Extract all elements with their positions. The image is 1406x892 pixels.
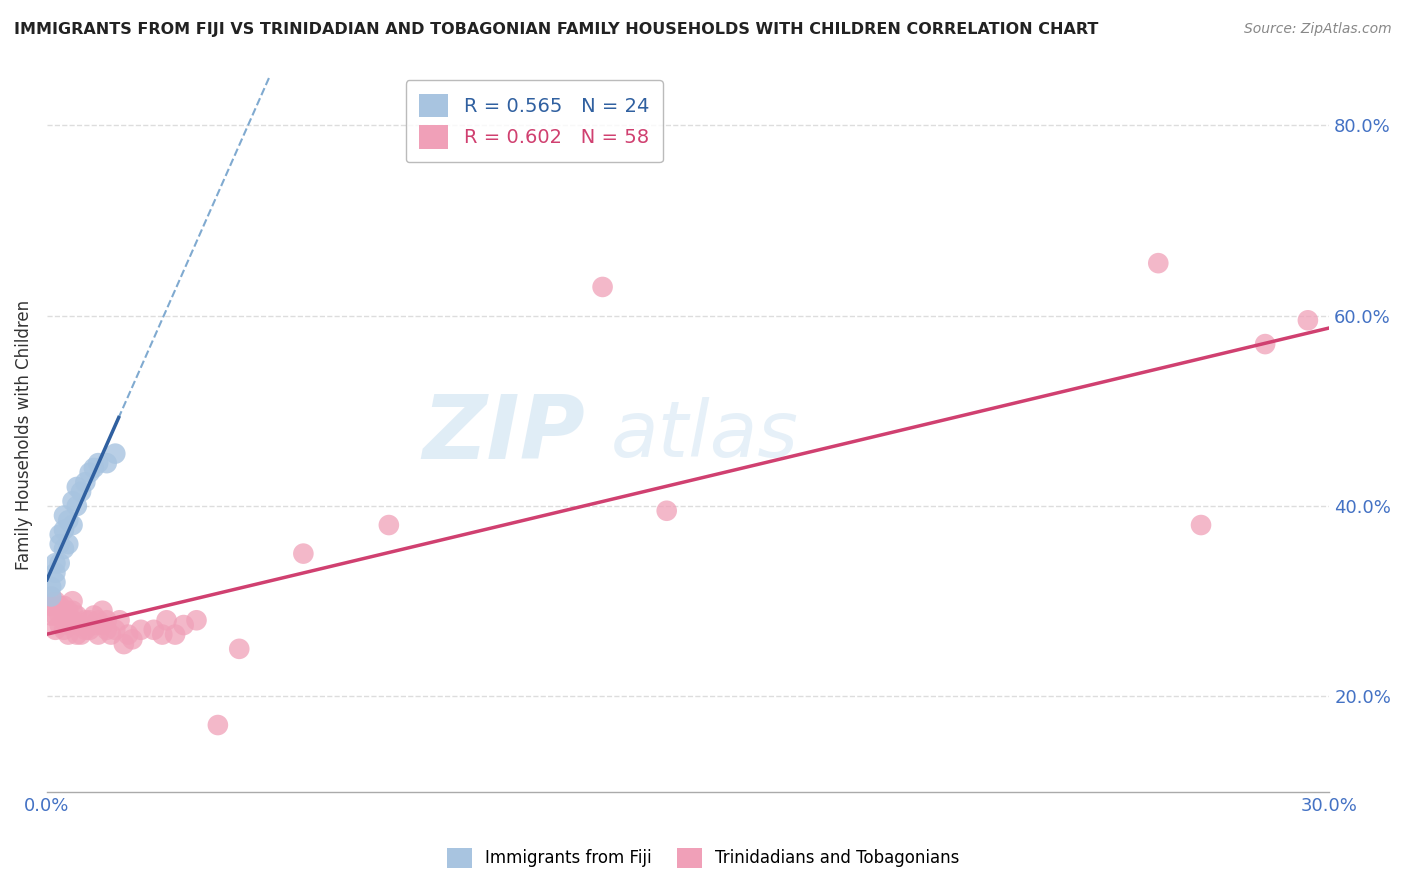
- Point: [207, 718, 229, 732]
- Point: [48, 537, 70, 551]
- Point: [150, 627, 173, 641]
- Point: [48, 608, 70, 623]
- Point: [121, 632, 143, 647]
- Point: [58, 604, 80, 618]
- Point: [83, 461, 105, 475]
- Point: [186, 613, 208, 627]
- Point: [75, 475, 97, 490]
- Text: IMMIGRANTS FROM FIJI VS TRINIDADIAN AND TOBAGONIAN FAMILY HOUSEHOLDS WITH CHILDR: IMMIGRANTS FROM FIJI VS TRINIDADIAN AND …: [14, 22, 1098, 37]
- Point: [100, 627, 122, 641]
- Point: [1147, 256, 1170, 270]
- Point: [155, 613, 177, 627]
- Text: atlas: atlas: [612, 397, 799, 473]
- Point: [39, 608, 62, 623]
- Point: [129, 623, 152, 637]
- Point: [53, 623, 76, 637]
- Point: [44, 556, 66, 570]
- Point: [44, 608, 66, 623]
- Point: [53, 508, 76, 523]
- Point: [104, 623, 127, 637]
- Point: [66, 608, 89, 623]
- Point: [655, 504, 678, 518]
- Point: [58, 513, 80, 527]
- Point: [53, 613, 76, 627]
- Point: [66, 480, 89, 494]
- Point: [142, 623, 165, 637]
- Point: [58, 618, 80, 632]
- Legend: R = 0.565   N = 24, R = 0.602   N = 58: R = 0.565 N = 24, R = 0.602 N = 58: [405, 80, 662, 162]
- Legend: Immigrants from Fiji, Trinidadians and Tobagonians: Immigrants from Fiji, Trinidadians and T…: [440, 841, 966, 875]
- Point: [592, 280, 614, 294]
- Point: [39, 580, 62, 594]
- Point: [48, 618, 70, 632]
- Point: [87, 456, 110, 470]
- Point: [66, 618, 89, 632]
- Point: [79, 613, 101, 627]
- Point: [66, 499, 89, 513]
- Point: [104, 447, 127, 461]
- Point: [1296, 313, 1319, 327]
- Point: [53, 523, 76, 537]
- Point: [62, 613, 84, 627]
- Point: [75, 613, 97, 627]
- Point: [48, 599, 70, 613]
- Point: [79, 466, 101, 480]
- Point: [378, 518, 401, 533]
- Point: [39, 599, 62, 613]
- Point: [96, 623, 118, 637]
- Point: [39, 590, 62, 604]
- Point: [44, 623, 66, 637]
- Point: [62, 494, 84, 508]
- Point: [53, 541, 76, 556]
- Point: [66, 627, 89, 641]
- Point: [58, 537, 80, 551]
- Point: [75, 623, 97, 637]
- Point: [96, 613, 118, 627]
- Point: [44, 566, 66, 580]
- Point: [79, 623, 101, 637]
- Point: [173, 618, 195, 632]
- Point: [87, 627, 110, 641]
- Point: [91, 604, 114, 618]
- Text: Source: ZipAtlas.com: Source: ZipAtlas.com: [1244, 22, 1392, 37]
- Point: [91, 618, 114, 632]
- Point: [112, 637, 135, 651]
- Point: [165, 627, 187, 641]
- Point: [83, 608, 105, 623]
- Point: [228, 641, 250, 656]
- Point: [48, 556, 70, 570]
- Point: [58, 627, 80, 641]
- Point: [44, 594, 66, 608]
- Text: ZIP: ZIP: [423, 391, 585, 478]
- Point: [83, 618, 105, 632]
- Point: [117, 627, 139, 641]
- Point: [292, 547, 315, 561]
- Point: [1189, 518, 1212, 533]
- Point: [62, 604, 84, 618]
- Point: [53, 599, 76, 613]
- Point: [62, 518, 84, 533]
- Point: [87, 613, 110, 627]
- Point: [70, 618, 93, 632]
- Point: [62, 594, 84, 608]
- Point: [96, 456, 118, 470]
- Point: [44, 575, 66, 590]
- Point: [70, 627, 93, 641]
- Point: [48, 527, 70, 541]
- Point: [1254, 337, 1277, 351]
- Point: [39, 590, 62, 604]
- Point: [108, 613, 131, 627]
- Y-axis label: Family Households with Children: Family Households with Children: [15, 300, 32, 570]
- Point: [70, 484, 93, 499]
